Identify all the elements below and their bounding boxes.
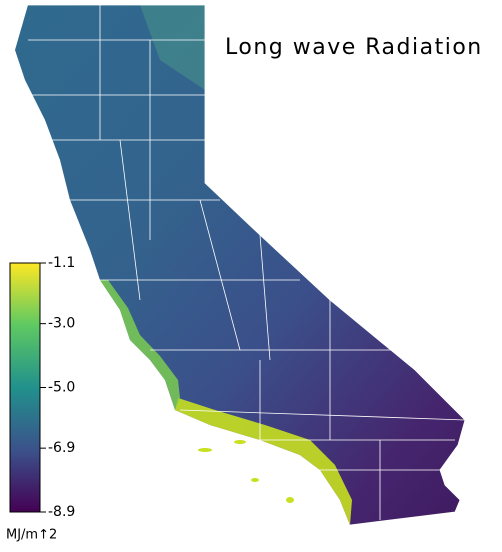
- state-outline: [28, 4, 466, 526]
- colorbar-unit: MJ/m↑2: [6, 528, 57, 543]
- colorbar: -1.1 -3.0 -5.0 -6.9 -8.9 MJ/m↑2: [6, 255, 75, 543]
- county-lines: [28, 5, 466, 520]
- colorbar-tick-label: -1.1: [48, 255, 75, 271]
- colorbar-tick-label: -6.9: [48, 440, 75, 456]
- map-title: Long wave Radiation: [225, 35, 483, 60]
- coastal-band: [100, 280, 180, 410]
- colorbar-tick-label: -5.0: [48, 380, 75, 396]
- colorbar-tick-label: -3.0: [48, 316, 75, 332]
- northern-highland: [140, 5, 205, 90]
- colorbar-tick-label: -8.9: [48, 504, 75, 520]
- colorbar-ramp: [9, 262, 41, 513]
- islands: [198, 440, 294, 503]
- state-shape: [15, 5, 465, 525]
- california-map: [15, 4, 466, 526]
